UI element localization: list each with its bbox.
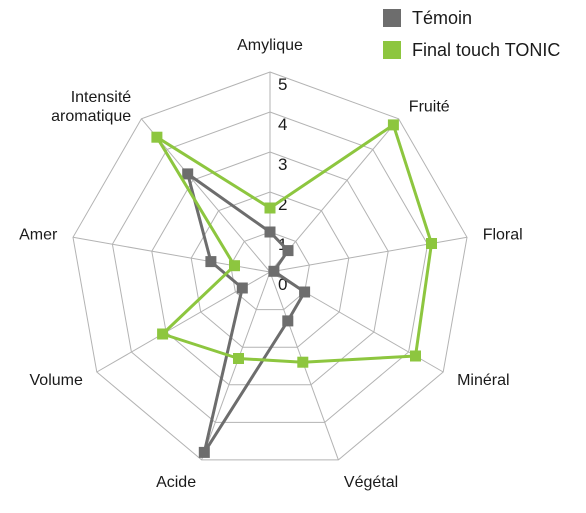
series-line-temoin — [186, 172, 307, 454]
data-point-temoin-amer — [205, 256, 217, 268]
legend: Témoin Final touch TONIC — [383, 8, 560, 60]
axis-label-vegetal: Végétal — [344, 474, 398, 491]
data-point-temoin-floral — [268, 265, 280, 277]
axis-label-acide: Acide — [156, 474, 196, 491]
legend-swatch-temoin — [383, 9, 401, 27]
grid-spoke — [269, 236, 468, 273]
data-point-final-touch-tonic-acide — [233, 353, 244, 364]
data-point-final-touch-tonic-volume — [157, 328, 169, 340]
axis-label-line: Intensité — [71, 89, 132, 106]
grid-ring-4 — [111, 111, 429, 423]
grid-ring-1 — [230, 231, 310, 311]
axis-label-line: Amer — [19, 227, 58, 244]
grid-ring-5 — [72, 71, 468, 461]
axis-label-amylique: Amylique — [237, 37, 303, 54]
data-point-final-touch-tonic-vegetal — [297, 356, 309, 368]
tick-label-5: 5 — [278, 75, 287, 94]
grid-spoke — [72, 236, 271, 273]
data-point-final-touch-tonic-fruite — [387, 119, 399, 131]
legend-label-temoin: Témoin — [412, 8, 472, 28]
data-point-final-touch-tonic-floral — [426, 238, 437, 249]
tick-label-3: 3 — [278, 155, 287, 174]
axis-label-line: Volume — [30, 372, 83, 389]
grid-spoke — [201, 271, 271, 461]
data-point-temoin-intensite-aromatique — [182, 168, 194, 180]
data-point-temoin-fruite — [282, 245, 294, 257]
axis-label-floral: Floral — [483, 227, 523, 244]
tick-label-0: 0 — [278, 275, 287, 294]
axis-label-line: Fruité — [409, 99, 450, 116]
axis-label-line: Végétal — [344, 474, 398, 491]
axis-label-line: Acide — [156, 474, 196, 491]
axis-label-line: aromatique — [51, 108, 131, 125]
data-point-final-touch-tonic-amer — [229, 260, 240, 272]
series-temoin — [182, 168, 311, 458]
legend-swatch-final-touch-tonic — [383, 41, 401, 59]
series-line-final-touch-tonic — [155, 123, 433, 364]
axis-label-amer: Amer — [19, 227, 58, 244]
data-point-temoin-volume — [236, 282, 248, 294]
axis-label-mineral: Minéral — [457, 372, 509, 389]
tick-label-2: 2 — [278, 195, 287, 214]
axis-labels: Amylique Fruité Floral Minéral Végétal Acide V… — [19, 37, 523, 491]
data-point-final-touch-tonic-intensite-aromatique — [151, 131, 163, 143]
data-point-final-touch-tonic-amylique — [264, 202, 276, 214]
series-final-touch-tonic — [151, 119, 437, 368]
data-point-temoin-vegetal — [282, 315, 294, 327]
data-point-temoin-mineral — [299, 286, 311, 298]
data-point-temoin-acide — [198, 446, 210, 458]
tick-label-4: 4 — [278, 115, 287, 134]
data-point-temoin-amylique — [264, 226, 276, 238]
axis-label-fruite: Fruité — [409, 99, 450, 116]
axis-label-line: Floral — [483, 227, 523, 244]
data-point-final-touch-tonic-mineral — [410, 350, 421, 362]
axis-label-intensite-aromatique: Intensité aromatique — [51, 89, 131, 125]
axis-label-line: Minéral — [457, 372, 509, 389]
axis-label-volume: Volume — [30, 372, 83, 389]
axis-label-line: Amylique — [237, 37, 303, 54]
legend-label-final-touch-tonic: Final touch TONIC — [412, 40, 560, 60]
grid-ring-3 — [151, 151, 389, 386]
